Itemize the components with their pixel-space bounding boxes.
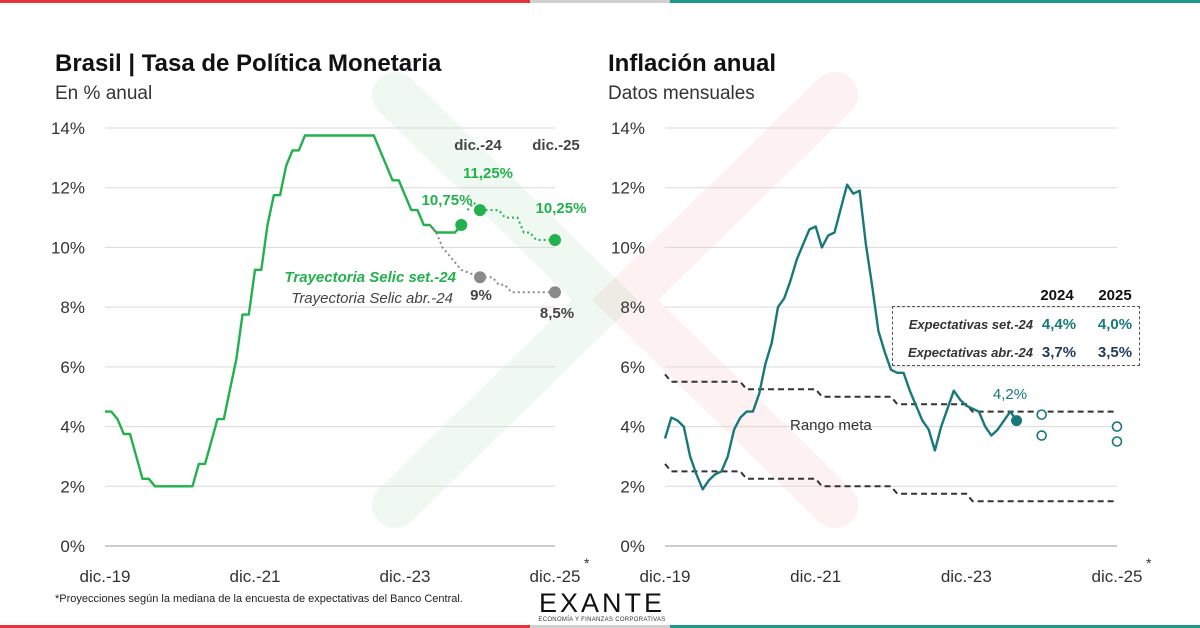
top-accent-bar-red xyxy=(0,0,530,3)
left-marker-4 xyxy=(549,286,561,299)
label-dic25: dic.-25 xyxy=(532,137,580,154)
left-asterisk: * xyxy=(584,555,590,571)
left-x-tick-label: dic.-21 xyxy=(229,567,280,586)
top-accent-bar-teal xyxy=(670,0,1200,3)
bottom-accent-bar-red xyxy=(0,625,530,628)
label-target-range: Rango meta xyxy=(790,417,872,434)
label-dic24: dic.-24 xyxy=(454,137,502,154)
left-y-tick-label: 0% xyxy=(60,537,85,556)
right-y-tick-label: 12% xyxy=(611,179,645,198)
left-chart-subtitle: En % anual xyxy=(55,83,153,104)
right-y-tick-label: 14% xyxy=(611,119,645,138)
right-x-tick-label: dic.-19 xyxy=(639,567,690,586)
watermark-chevron-red xyxy=(592,72,858,528)
right-y-tick-label: 6% xyxy=(620,358,645,377)
left-marker-2 xyxy=(549,233,561,246)
watermark-chevron-green xyxy=(372,72,638,528)
label-9: 9% xyxy=(470,287,492,304)
left-y-tick-label: 2% xyxy=(60,477,85,496)
selic-line xyxy=(105,134,463,488)
bottom-accent-bar-gray xyxy=(530,625,670,628)
left-y-tick-label: 8% xyxy=(60,298,85,317)
left-y-tick-label: 12% xyxy=(51,179,85,198)
left-x-tick-label: dic.-19 xyxy=(79,567,130,586)
right-y-tick-label: 10% xyxy=(611,238,645,257)
expectation-marker-1 xyxy=(1036,409,1047,420)
right-y-tick-label: 8% xyxy=(620,298,645,317)
table-row-sept-label: Expectativas set.-24 xyxy=(909,317,1034,332)
table-row-sept-2025: 4,0% xyxy=(1098,316,1132,333)
label-4-2: 4,2% xyxy=(993,386,1027,403)
legend-selic-sept: Trayectoria Selic set.-24 xyxy=(285,269,457,286)
table-row-abr-2025: 3,5% xyxy=(1098,344,1132,361)
right-x-tick-label: dic.-25 xyxy=(1091,567,1142,586)
inflation-line xyxy=(663,183,1018,491)
expectations-table xyxy=(892,306,1140,366)
table-row-abr-label: Expectativas abr.-24 xyxy=(908,345,1034,360)
left-marker-3 xyxy=(474,271,486,284)
right-x-tick-label: dic.-23 xyxy=(941,567,992,586)
expectation-marker-4 xyxy=(1111,436,1123,447)
legend-selic-abr: Trayectoria Selic abr.-24 xyxy=(291,290,453,307)
left-y-tick-label: 10% xyxy=(51,238,85,257)
label-8-5: 8,5% xyxy=(540,305,574,322)
right-chart-title: Inflación anual xyxy=(608,50,777,77)
label-10-75: 10,75% xyxy=(422,192,473,209)
right-y-tick-label: 4% xyxy=(620,418,645,437)
left-chart: 0% 2% 4% 6% 8% 10% 12% 14% dic.-19 dic.-21 dic.-23… xyxy=(51,119,590,586)
label-10-25: 10,25% xyxy=(536,200,587,217)
right-chart-subtitle: Datos mensuales xyxy=(608,83,755,104)
left-y-tick-label: 14% xyxy=(51,119,85,138)
top-accent-bar-gray xyxy=(530,0,670,3)
right-y-tick-label: 0% xyxy=(620,537,645,556)
target-range-upper-line xyxy=(664,373,1117,413)
target-range-lower-line xyxy=(664,463,1117,503)
table-header-2024: 2024 xyxy=(1040,287,1074,304)
left-y-tick-label: 6% xyxy=(60,358,85,377)
logo-tagline: ECONOMÍA Y FINANZAS CORPORATIVAS xyxy=(538,617,666,623)
right-asterisk: * xyxy=(1146,555,1152,571)
table-row-sept-2024: 4,4% xyxy=(1042,316,1076,333)
watermark-logo xyxy=(372,72,858,528)
right-y-tick-label: 2% xyxy=(620,477,645,496)
bottom-accent-bar-teal xyxy=(670,625,1200,628)
expectation-marker-2 xyxy=(1036,430,1047,441)
left-x-tick-label: dic.-23 xyxy=(379,567,430,586)
inflation-last-point xyxy=(1011,415,1023,427)
left-marker-1 xyxy=(474,204,486,217)
left-y-tick-label: 4% xyxy=(60,418,85,437)
exante-logo: EXANTE ECONOMÍA Y FINANZAS CORPORATIVAS xyxy=(537,588,667,624)
selic-abr-projection-line xyxy=(429,224,555,294)
right-x-tick-label: dic.-21 xyxy=(790,567,841,586)
table-header-2025: 2025 xyxy=(1098,287,1131,304)
left-marker-0 xyxy=(455,219,468,232)
footnote: *Proyecciones según la mediana de la enc… xyxy=(55,593,463,605)
expectation-marker-3 xyxy=(1111,421,1123,432)
table-row-abr-2024: 3,7% xyxy=(1042,344,1076,361)
left-x-tick-label: dic.-25 xyxy=(529,567,580,586)
left-chart-title: Brasil | Tasa de Política Monetaria xyxy=(55,50,442,77)
right-chart: 0% 2% 4% 6% 8% 10% 12% 14% dic.-19 dic.-21 dic.-23… xyxy=(611,119,1152,586)
label-11-25: 11,25% xyxy=(463,165,513,182)
logo-name: EXANTE xyxy=(538,588,666,618)
